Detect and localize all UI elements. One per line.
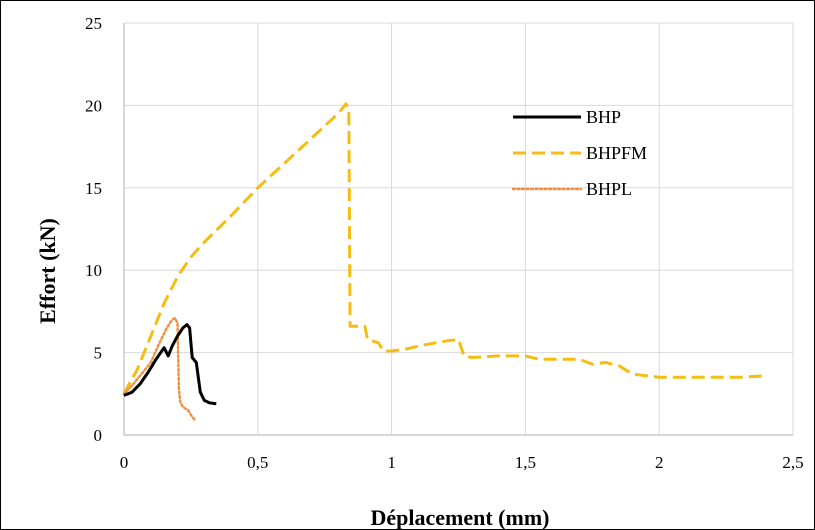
- x-tick-label: 0,5: [247, 453, 268, 472]
- x-tick-label: 0: [120, 453, 129, 472]
- x-tick-label: 1,5: [515, 453, 536, 472]
- x-axis-title: Déplacement (mm): [371, 505, 550, 530]
- legend-label-bhp: BHP: [586, 107, 621, 127]
- tick-labels: 0 5 10 15 20 25 0 0,5 1 1,5 2 2,5: [85, 14, 804, 472]
- y-axis-title: Effort (kN): [35, 218, 60, 324]
- series-line-bhpfm: [122, 102, 767, 395]
- y-tick-label: 20: [85, 96, 102, 115]
- x-tick-label: 2,5: [782, 453, 803, 472]
- y-tick-label: 10: [85, 261, 102, 280]
- gridlines: [123, 22, 794, 436]
- data-series: [122, 102, 767, 422]
- x-tick-label: 1: [387, 453, 396, 472]
- series-line-bhpl: [122, 316, 197, 422]
- legend: BHP BHPFM BHPL: [511, 107, 647, 199]
- y-tick-label: 5: [94, 344, 103, 363]
- y-tick-label: 15: [85, 179, 102, 198]
- x-tick-label: 2: [655, 453, 664, 472]
- series-line-bhp: [123, 323, 217, 406]
- legend-label-bhpfm: BHPFM: [586, 143, 647, 163]
- y-tick-label: 0: [94, 426, 103, 445]
- legend-label-bhpl: BHPL: [586, 179, 632, 199]
- y-tick-label: 25: [85, 14, 102, 33]
- axes: [123, 23, 793, 436]
